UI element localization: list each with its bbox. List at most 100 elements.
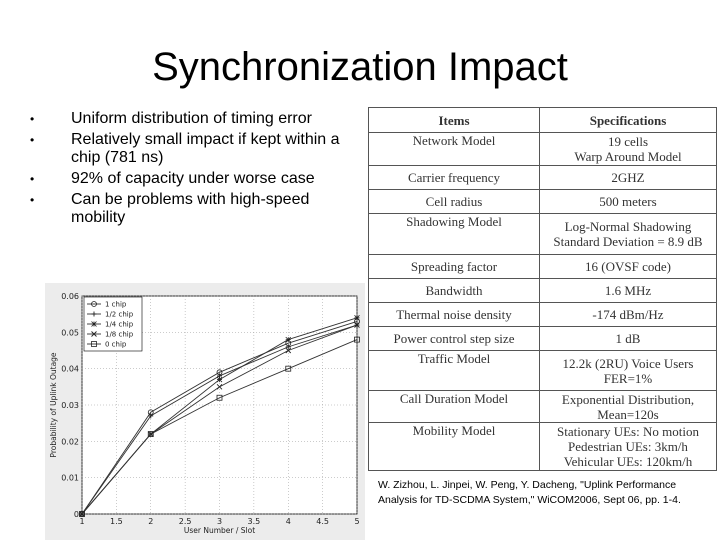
table-cell-item: Shadowing Model [368, 213, 540, 255]
spec-line: 1 dB [615, 331, 641, 346]
legend-marker [91, 341, 97, 347]
spec-line: 16 (OVSF code) [585, 259, 671, 274]
table-cell-spec: 2GHZ [539, 165, 717, 190]
spec-line: Mean=120s [597, 406, 659, 422]
table-cell-spec: Log-Normal Shadowing Standard Deviation =… [539, 213, 717, 255]
table-cell-spec: 16 (OVSF code) [539, 254, 717, 279]
table-cell-item: Carrier frequency [368, 165, 540, 190]
table-row: Thermal noise density -174 dBm/Hz [368, 302, 717, 327]
header-items: Items [368, 107, 540, 133]
legend-label: 1/8 chip [105, 331, 134, 339]
data-point [147, 431, 154, 437]
table-cell-item: Cell radius [368, 189, 540, 214]
data-point [148, 413, 154, 419]
bullet-item: • Uniform distribution of timing error [30, 110, 360, 128]
spec-line: 1.6 MHz [604, 283, 652, 298]
x-tick-label: 1 [79, 517, 84, 526]
legend-marker [91, 321, 97, 327]
table-row: Carrier frequency 2GHZ [368, 165, 717, 190]
data-point [285, 344, 291, 350]
data-point [354, 315, 360, 321]
y-tick-label: 0.06 [61, 292, 79, 301]
table-cell-item: Call Duration Model [368, 390, 540, 423]
spec-line: 500 meters [599, 194, 657, 209]
table-cell-item: Network Model [368, 132, 540, 166]
data-point [79, 511, 85, 517]
table-cell-spec: 1 dB [539, 326, 717, 351]
table-row: Spreading factor 16 (OVSF code) [368, 254, 717, 279]
data-point [285, 336, 292, 343]
x-tick-label: 3 [217, 517, 222, 526]
table-cell-item: Spreading factor [368, 254, 540, 279]
table-header-row: Items Specifications [368, 107, 717, 133]
series-line [81, 339, 358, 515]
legend-label: 1/2 chip [105, 311, 134, 319]
spec-line: Exponential Distribution, [561, 391, 695, 407]
spec-line: 12.2k (2RU) Voice Users [562, 355, 694, 371]
spec-line: Stationary UEs: No motion [557, 424, 699, 439]
y-tick-label: 0.01 [61, 474, 79, 483]
table-row: Call Duration Model Exponential Distribut… [368, 390, 717, 423]
data-point [285, 347, 292, 354]
specification-table: Items Specifications Network Model 19 cel… [368, 107, 717, 471]
x-tick-label: 2.5 [179, 517, 192, 526]
table-cell-item: Bandwidth [368, 278, 540, 303]
bullet-item: • Relatively small impact if kept within … [30, 131, 360, 167]
table-cell-spec: -174 dBm/Hz [539, 302, 717, 327]
data-point [216, 384, 223, 390]
bullet-item: • Can be problems with high-speed mobilit… [30, 191, 360, 227]
table-row: Bandwidth 1.6 MHz [368, 278, 717, 303]
y-axis-label: Probability of Uplink Outage [49, 352, 58, 457]
data-point [354, 336, 360, 343]
x-tick-label: 3.5 [248, 517, 261, 526]
legend-marker [91, 311, 97, 317]
spec-line: Warp Around Model [574, 149, 682, 164]
x-tick-label: 4.5 [316, 517, 329, 526]
x-tick-label: 5 [354, 517, 359, 526]
y-tick-label: 0.02 [61, 437, 79, 446]
table-row: Power control step size 1 dB [368, 326, 717, 351]
bullet-text: 92% of capacity under worse case [71, 170, 315, 187]
x-tick-label: 2 [148, 517, 153, 526]
bullet-dot-icon: • [30, 172, 35, 186]
table-row: Shadowing Model Log-Normal Shadowing Stand… [368, 213, 717, 255]
legend-label: 1 chip [105, 301, 127, 309]
bullet-text: Uniform distribution of timing error [71, 110, 312, 127]
legend-marker [91, 301, 97, 307]
x-axis-label: User Number / Slot [184, 526, 255, 535]
legend-label: 1/4 chip [105, 321, 134, 329]
bullet-dot-icon: • [30, 112, 35, 126]
series-line [81, 321, 358, 515]
y-tick-label: 0.03 [61, 401, 79, 410]
spec-line: -174 dBm/Hz [592, 307, 664, 322]
table-body: Network Model 19 cells Warp Around Model Ca… [368, 132, 717, 471]
y-tick-label: 0.05 [61, 328, 79, 337]
table-cell-spec: Stationary UEs: No motion Pedestrian UEs:… [539, 422, 717, 471]
table-cell-spec: 19 cells Warp Around Model [539, 132, 717, 166]
data-point [216, 394, 223, 401]
spec-line: 2GHZ [611, 170, 645, 185]
data-point [285, 365, 292, 372]
slide-title: Synchronization Impact [152, 45, 568, 89]
spec-line: FER=1% [603, 370, 653, 386]
y-tick-label: 0.04 [61, 365, 79, 374]
spec-line: Log-Normal Shadowing [564, 219, 692, 234]
table-cell-spec: 12.2k (2RU) Voice Users FER=1% [539, 350, 717, 391]
table-cell-spec: Exponential Distribution, Mean=120s [539, 390, 717, 423]
bullet-dot-icon: • [30, 193, 35, 207]
spec-line: 19 cells [607, 134, 649, 149]
spec-line: Pedestrian UEs: 3km/h [568, 439, 688, 454]
x-tick-label: 1.5 [110, 517, 123, 526]
table-cell-spec: 1.6 MHz [539, 278, 717, 303]
table-cell-item: Power control step size [368, 326, 540, 351]
header-specifications: Specifications [539, 107, 717, 133]
spec-line: Vehicular UEs: 120km/h [563, 454, 693, 469]
table-cell-item: Mobility Model [368, 422, 540, 471]
bullet-text: Can be problems with high-speed mobility [71, 191, 310, 226]
data-point [354, 322, 360, 328]
table-row: Traffic Model 12.2k (2RU) Voice Users FER=… [368, 350, 717, 391]
bullet-list: • Uniform distribution of timing error • R… [30, 110, 360, 230]
bullet-text: Relatively small impact if kept within a… [71, 131, 340, 166]
table-cell-item: Thermal noise density [368, 302, 540, 327]
bullet-item: • 92% of capacity under worse case [30, 170, 360, 188]
